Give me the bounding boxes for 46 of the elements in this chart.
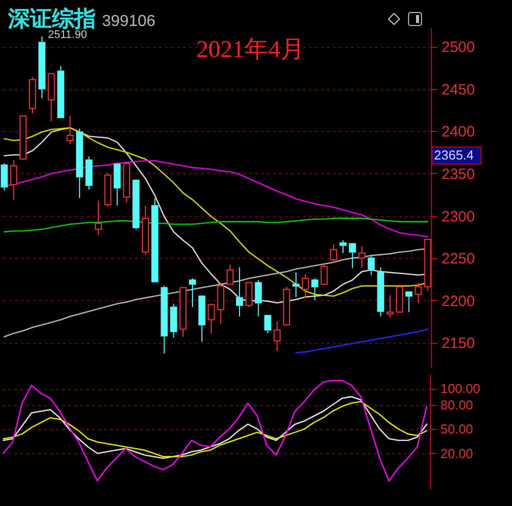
annotation: 2021年4月	[196, 37, 304, 63]
line-series	[295, 328, 428, 354]
y-tick-label: 20.00	[440, 446, 474, 461]
candlestick	[358, 246, 366, 268]
text: 2365.4	[434, 148, 474, 162]
candlestick	[414, 282, 422, 304]
y-tick-label: 80.00	[440, 397, 474, 412]
candlestick	[368, 255, 375, 276]
y-tick-label: 100.00	[440, 381, 480, 396]
candlestick	[311, 278, 318, 301]
candlestick	[94, 200, 102, 236]
y-tick-label: 2500	[442, 39, 475, 56]
candlestick	[320, 264, 328, 286]
candlestick	[348, 243, 356, 269]
candlestick	[10, 159, 18, 200]
line-series	[4, 218, 428, 232]
y-tick-label: 2450	[442, 81, 475, 98]
y-tick-label: 2200	[442, 292, 475, 310]
candlestick	[208, 303, 215, 334]
y-tick-label: 2150	[442, 335, 475, 352]
y-tick-label: 2250	[442, 250, 475, 268]
candlestick	[302, 274, 309, 298]
candlestick	[66, 115, 74, 144]
candlestick	[254, 280, 262, 317]
candlestick	[114, 162, 121, 206]
candlestick	[292, 272, 300, 298]
y-tick-label: 50.00	[440, 422, 474, 437]
chart-subtitle: 399106	[102, 13, 156, 30]
candlestick	[386, 294, 394, 318]
candlestick	[0, 162, 8, 191]
candlestick	[274, 320, 281, 352]
candlestick	[405, 291, 412, 313]
candlestick	[217, 282, 224, 325]
candlestick	[340, 240, 347, 254]
candlestick	[188, 278, 196, 308]
line-series	[2, 380, 428, 482]
y-tick-label: 2400	[442, 124, 475, 141]
y-tick-label: 2350	[442, 166, 475, 183]
y-tick-label: 2300	[442, 208, 475, 226]
candlestick	[330, 244, 338, 264]
candlestick	[264, 314, 272, 334]
chart-title: 深证综指	[8, 6, 96, 31]
candlestick	[226, 264, 234, 285]
candlestick	[245, 281, 252, 308]
annotation: 2511.90	[48, 29, 87, 41]
candlestick	[236, 266, 244, 317]
